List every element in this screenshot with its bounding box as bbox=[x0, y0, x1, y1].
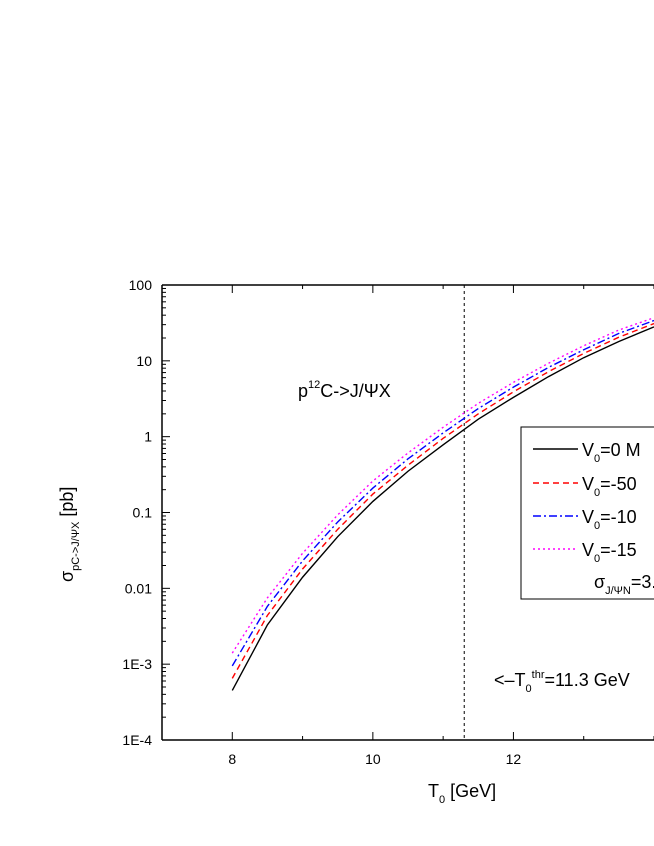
x-ticks: 8 10 12 bbox=[161, 285, 654, 767]
legend-box bbox=[520, 426, 654, 600]
y-axis-label: σpC->J/ΨX [pb] bbox=[57, 487, 82, 582]
legend: V0=0 M V0=-50 V0=-10 V0=-15 σJ/ΨN=3.5 bbox=[520, 426, 654, 600]
series-line-1 bbox=[231, 322, 654, 679]
y-ticks: 1E-4 1E-3 0.01 0.1 1 10 100 bbox=[122, 277, 170, 748]
x-tick-label: 12 bbox=[506, 751, 522, 767]
y-tick-label: 1E-4 bbox=[122, 732, 152, 748]
legend-extra: σJ/ΨN=3.5 bbox=[594, 572, 654, 597]
threshold-annotation: <–T0thr=11.3 GeV bbox=[494, 669, 630, 695]
legend-entry-2: V0=-10 bbox=[582, 507, 637, 532]
x-tick-label: 10 bbox=[365, 751, 381, 767]
y-tick-label: 0.01 bbox=[125, 580, 152, 596]
y-tick-label: 1 bbox=[144, 429, 152, 445]
x-tick-label: 8 bbox=[228, 751, 236, 767]
legend-entry-0: V0=0 M bbox=[582, 440, 641, 465]
series-line-2 bbox=[231, 319, 654, 667]
y-tick-label: 0.1 bbox=[133, 505, 153, 521]
reaction-annotation: p12C->J/ΨX bbox=[298, 379, 391, 401]
y-tick-label: 10 bbox=[136, 353, 152, 369]
y-tick-label: 100 bbox=[129, 277, 153, 293]
legend-entry-3: V0=-15 bbox=[582, 540, 637, 565]
series-line-0 bbox=[231, 326, 654, 691]
series-line-3 bbox=[231, 317, 654, 654]
legend-entry-1: V0=-50 bbox=[582, 474, 637, 499]
series-layer bbox=[231, 317, 654, 691]
legend-samples bbox=[533, 448, 578, 550]
y-tick-label: 1E-3 bbox=[122, 656, 152, 672]
x-axis-label: T0 [GeV] bbox=[428, 781, 496, 806]
